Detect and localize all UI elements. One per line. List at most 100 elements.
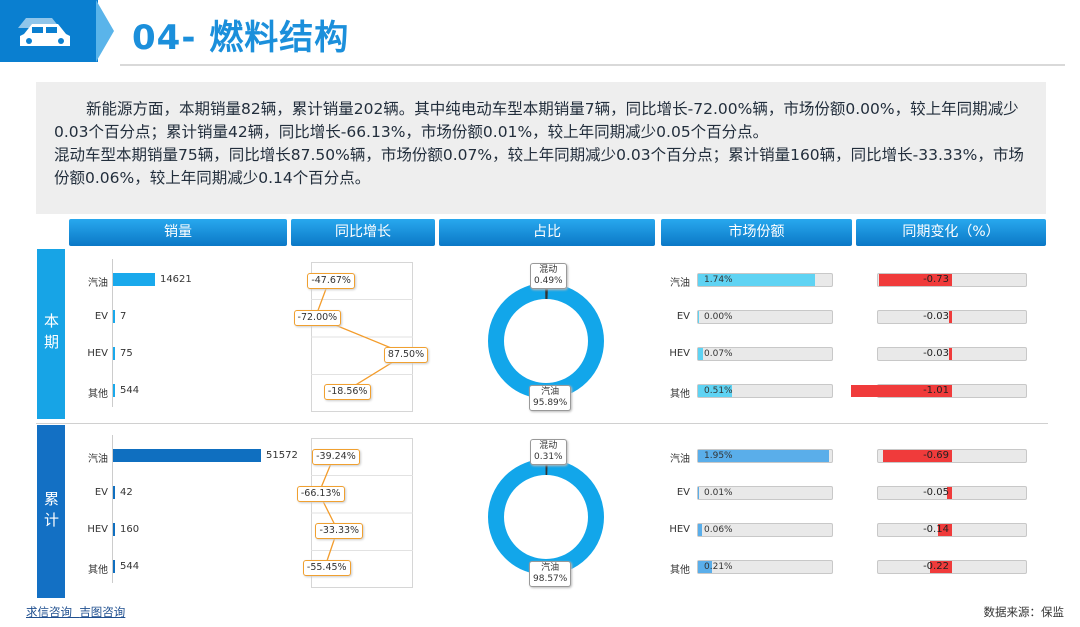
sales-category-label: EV — [94, 487, 108, 498]
sales-value-label: 75 — [120, 348, 133, 359]
column-header-yoy: 同比增长 — [291, 219, 435, 246]
sales-axis — [112, 259, 113, 407]
change-bar — [851, 385, 952, 397]
side-label-cumulative-text: 累计 — [42, 490, 60, 533]
market-share-track: 0.51% — [697, 384, 833, 398]
yoy-data-label: 87.50% — [383, 347, 429, 363]
market-share-value: 0.00% — [704, 312, 733, 322]
sales-value-label: 544 — [120, 385, 140, 396]
market-share-bar — [698, 311, 699, 323]
sales-category-label: 其他 — [88, 389, 108, 400]
donut-slice-gasoline — [488, 283, 604, 399]
market-share-bar — [698, 487, 699, 499]
market-share-bar — [698, 274, 815, 286]
market-share-value: 1.74% — [704, 275, 733, 285]
change-track: -0.05 — [877, 486, 1027, 500]
market-share-category-label: HEV — [669, 348, 690, 359]
header-divider — [120, 64, 1065, 66]
change-track: -0.69 — [877, 449, 1027, 463]
market-share-value: 0.51% — [704, 386, 733, 396]
yoy-data-label: -66.13% — [296, 486, 345, 502]
section-divider — [36, 423, 1048, 424]
change-value: -0.03 — [923, 348, 949, 359]
sales-value-label: 14621 — [159, 274, 192, 285]
summary-paragraph-hybrid: 混动车型本期销量75辆，同比增长87.50%辆，市场份额0.07%，较上年同期减… — [54, 146, 1024, 187]
footer-links: 求信咨询 吉图咨询 — [26, 604, 125, 620]
yoy-series-line — [318, 455, 339, 568]
market-share-value: 0.01% — [704, 488, 733, 498]
column-header-share: 占比 — [439, 219, 655, 246]
donut-label-gasoline: 汽油 95.89% — [529, 385, 572, 411]
sales-category-label: 汽油 — [88, 454, 108, 465]
sales-value-label: 7 — [120, 311, 127, 322]
market-share-value: 0.21% — [704, 562, 733, 572]
sales-axis — [112, 435, 113, 583]
change-bar — [879, 274, 952, 286]
change-value: -1.01 — [923, 385, 949, 396]
side-label-current-text: 本期 — [42, 313, 60, 355]
sales-bar — [113, 449, 261, 462]
market-share-category-label: 汽油 — [670, 278, 690, 289]
change-track: -0.14 — [877, 523, 1027, 537]
market-share-value: 0.07% — [704, 349, 733, 359]
change-track: -0.03 — [877, 347, 1027, 361]
market-share-track: 1.95% — [697, 449, 833, 463]
sales-value-label: 544 — [120, 561, 140, 572]
sales-category-label: 其他 — [88, 565, 108, 576]
sales-bar — [113, 486, 115, 499]
column-header-sales: 销量 — [69, 219, 287, 246]
yoy-data-label: -55.45% — [302, 560, 351, 576]
donut-label-hybrid: 混动 0.31% — [530, 439, 567, 465]
sales-value-label: 42 — [120, 487, 133, 498]
market-share-value: 1.95% — [704, 451, 733, 461]
sales-bar — [113, 347, 115, 360]
market-share-category-label: HEV — [669, 524, 690, 535]
change-value: -0.73 — [923, 274, 949, 285]
sales-category-label: HEV — [87, 348, 108, 359]
yoy-series-line — [314, 279, 408, 392]
sales-bar — [113, 523, 115, 536]
market-share-track: 0.00% — [697, 310, 833, 324]
change-track: -0.03 — [877, 310, 1027, 324]
market-share-track: 0.07% — [697, 347, 833, 361]
sales-bar — [113, 273, 155, 286]
market-share-category-label: 其他 — [670, 389, 690, 400]
yoy-data-label: -72.00% — [293, 310, 342, 326]
footer-link-qiuxin[interactable]: 求信咨询 — [26, 605, 72, 619]
side-label-cumulative: 累计 — [37, 425, 65, 598]
change-bar — [938, 524, 952, 536]
change-bar — [883, 450, 952, 462]
header-chevron-accent — [96, 0, 114, 62]
market-share-track: 0.06% — [697, 523, 833, 537]
change-track: -0.73 — [877, 273, 1027, 287]
change-bar — [947, 487, 952, 499]
market-share-bar — [698, 385, 733, 397]
market-share-value: 0.06% — [704, 525, 733, 535]
market-share-category-label: EV — [676, 311, 690, 322]
market-share-category-label: 汽油 — [670, 454, 690, 465]
sales-category-label: HEV — [87, 524, 108, 535]
change-track: -0.22 — [877, 560, 1027, 574]
change-value: -0.14 — [923, 524, 949, 535]
market-share-bar — [698, 524, 703, 536]
column-header-change: 同期变化（%） — [856, 219, 1046, 246]
footer-link-jitu[interactable]: 吉图咨询 — [79, 605, 126, 619]
page-title: 04- 燃料结构 — [132, 18, 350, 58]
market-share-bar — [698, 450, 829, 462]
column-header-market-share: 市场份额 — [661, 219, 852, 246]
car-icon — [18, 18, 70, 46]
data-source: 数据来源：保监 — [983, 605, 1065, 619]
change-value: -0.69 — [923, 450, 949, 461]
donut-label-gasoline: 汽油 98.57% — [529, 561, 572, 587]
sales-value-label: 51572 — [266, 450, 298, 461]
side-label-current: 本期 — [37, 249, 65, 419]
change-value: -0.22 — [923, 561, 949, 572]
summary-text-box: 新能源方面，本期销量82辆，累计销量202辆。其中纯电动车型本期销量7辆，同比增… — [36, 82, 1046, 214]
donut-label-hybrid: 混动 0.49% — [530, 263, 567, 289]
change-bar — [949, 348, 952, 360]
change-track: -1.01 — [851, 384, 1027, 398]
yoy-data-label: -39.24% — [312, 449, 360, 465]
sales-bar — [113, 384, 115, 397]
sales-category-label: 汽油 — [88, 278, 108, 289]
market-share-track: 0.21% — [697, 560, 833, 574]
